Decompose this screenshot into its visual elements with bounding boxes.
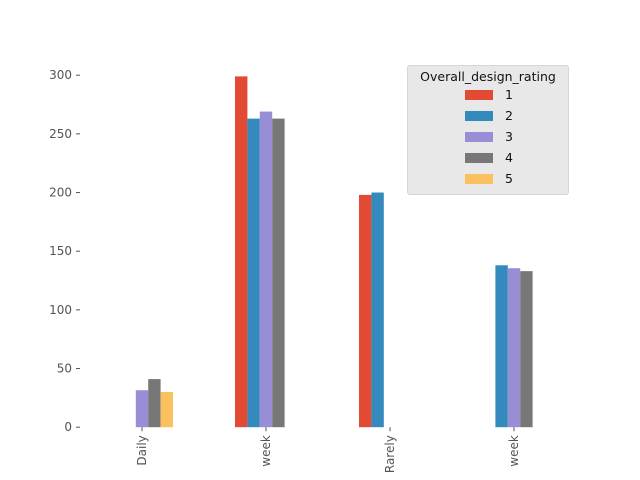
- bar-series-2: [495, 265, 508, 428]
- legend-item: 2: [408, 105, 568, 126]
- bar-series-2: [371, 192, 384, 428]
- legend-item: 3: [408, 126, 568, 147]
- y-tick-label: 250: [49, 127, 72, 141]
- bar-series-4: [272, 118, 285, 428]
- y-tick-label: 0: [64, 420, 72, 434]
- legend-swatch: [465, 173, 493, 184]
- bar-series-3: [259, 111, 273, 428]
- bar-series-4: [520, 271, 533, 428]
- bar-series-2: [247, 118, 260, 428]
- x-tick-label: week: [259, 435, 273, 467]
- legend-title: Overall_design_rating: [420, 69, 556, 84]
- bar-series-3: [507, 268, 521, 428]
- legend-item: 4: [408, 147, 568, 168]
- legend-label: 5: [505, 171, 513, 186]
- legend-swatch: [465, 152, 493, 163]
- bar-series-1: [235, 76, 248, 428]
- legend: Overall_design_rating 1 2 3 4 5: [407, 65, 569, 195]
- bar-series-1: [359, 194, 372, 428]
- bar-series-3: [135, 390, 149, 428]
- legend-label: 1: [505, 87, 513, 102]
- x-tick-label: week: [507, 435, 521, 467]
- y-tick-label: 200: [49, 186, 72, 200]
- legend-item: 5: [408, 168, 568, 189]
- legend-label: 3: [505, 129, 513, 144]
- legend-swatch: [465, 131, 493, 142]
- y-tick-label: 100: [49, 303, 72, 317]
- legend-swatch: [465, 89, 493, 100]
- y-tick-label: 150: [49, 244, 72, 258]
- legend-label: 4: [505, 150, 513, 165]
- y-tick-label: 300: [49, 68, 72, 82]
- legend-label: 2: [505, 108, 513, 123]
- legend-swatch: [465, 110, 493, 121]
- legend-item: 1: [408, 84, 568, 105]
- bar-series-5: [160, 392, 173, 428]
- bar-series-4: [148, 379, 161, 428]
- x-tick-label: Rarely: [383, 435, 397, 473]
- x-tick-label: Daily: [135, 435, 149, 465]
- y-tick-label: 50: [57, 362, 72, 376]
